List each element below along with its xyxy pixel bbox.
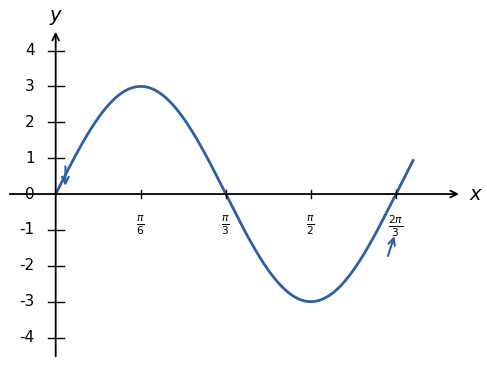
Text: 0: 0	[25, 187, 35, 202]
Text: $\frac{\pi}{3}$: $\frac{\pi}{3}$	[222, 214, 230, 237]
Text: $\frac{2\pi}{3}$: $\frac{2\pi}{3}$	[388, 214, 404, 239]
Text: 1: 1	[25, 151, 35, 166]
Text: 3: 3	[25, 79, 35, 94]
Text: $\frac{\pi}{2}$: $\frac{\pi}{2}$	[306, 214, 315, 237]
Text: 4: 4	[25, 43, 35, 58]
Text: -3: -3	[19, 294, 35, 309]
Text: $\frac{\pi}{6}$: $\frac{\pi}{6}$	[136, 214, 145, 237]
Text: -4: -4	[19, 330, 35, 345]
Text: 2: 2	[25, 115, 35, 130]
Text: -2: -2	[19, 258, 35, 273]
Text: x: x	[470, 184, 482, 203]
Text: -1: -1	[19, 223, 35, 238]
Text: y: y	[50, 7, 61, 25]
